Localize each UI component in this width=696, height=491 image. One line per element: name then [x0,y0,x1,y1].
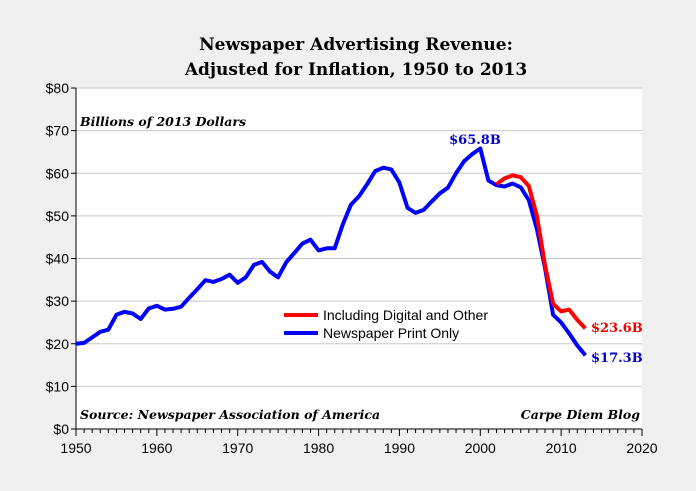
x-tick-label: 2010 [546,440,577,456]
series-line-print [75,146,587,357]
series-line-digital [495,173,587,330]
x-tick-label: 1990 [384,440,415,456]
legend: Including Digital and Other Newspaper Pr… [284,307,488,341]
x-tick-label: 2000 [465,440,496,456]
legend-label-print: Newspaper Print Only [323,325,459,341]
y-tick-label: $50 [46,208,70,224]
x-tick-label: 1970 [222,440,253,456]
y-tick-label: $80 [46,80,70,96]
x-tick-label: 1960 [141,440,172,456]
x-tick-label: 1980 [303,440,334,456]
legend-label-digital: Including Digital and Other [323,307,488,323]
chart-title-line-1: Newspaper Advertising Revenue: [199,35,513,55]
y-tick-label: $70 [46,123,70,139]
y-tick-label: $20 [46,336,70,352]
chart-title-line-2: Adjusted for Inflation, 1950 to 2013 [184,60,527,80]
credit-note: Carpe Diem Blog [521,407,640,422]
y-tick-label: $0 [53,421,69,437]
y-tick-label: $60 [46,165,70,181]
units-subtitle: Billions of 2013 Dollars [79,114,246,129]
y-tick-label: $40 [46,251,70,267]
y-tick-label: $10 [46,378,70,394]
x-tick-label: 2020 [626,440,657,456]
x-tick-label: 1950 [60,440,91,456]
annotation-digital-end: $23.6B [591,321,643,336]
source-note: Source: Newspaper Association of America [80,407,380,422]
annotation-peak: $65.8B [449,133,501,148]
y-tick-label: $30 [46,293,70,309]
annotation-print-end: $17.3B [591,351,643,366]
